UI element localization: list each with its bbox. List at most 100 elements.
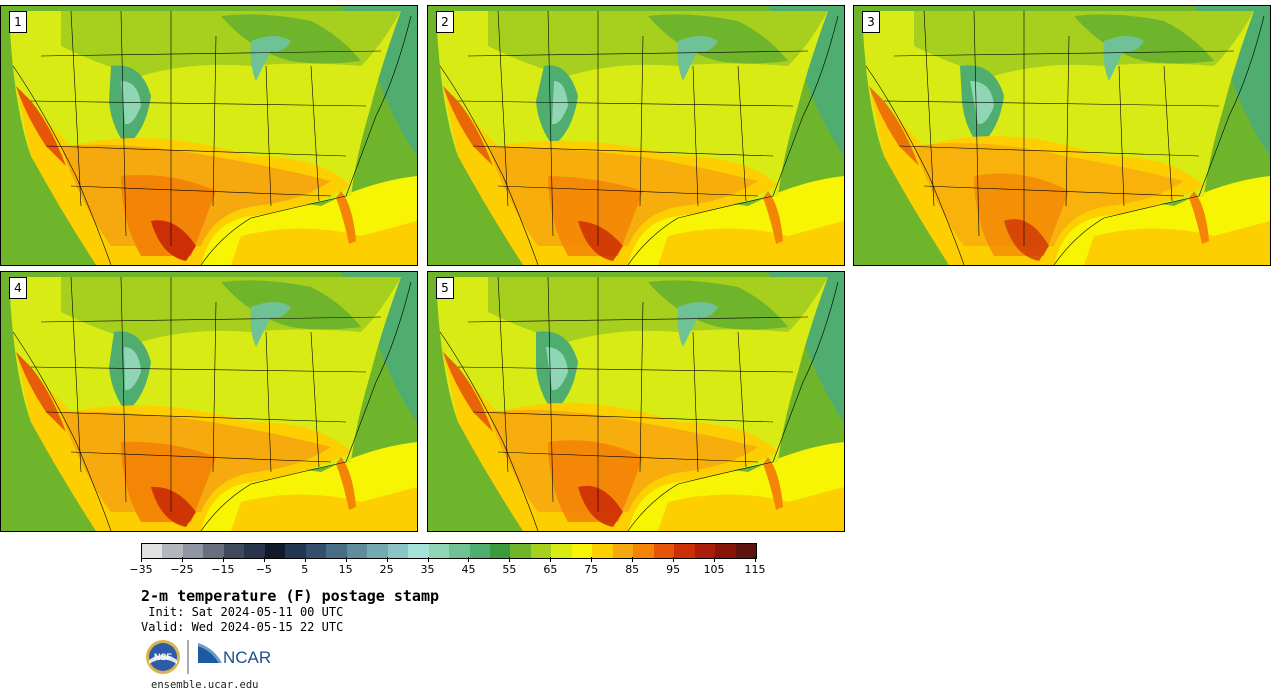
colorbar-segment [182, 544, 204, 558]
boundary-line [200, 15, 412, 265]
boundary-line [1053, 15, 1265, 265]
colorbar-segment [612, 544, 634, 558]
member-panel-2: 2 [427, 5, 845, 266]
boundary-line [70, 451, 332, 463]
great-lakes-cool-region [1074, 14, 1214, 64]
colorbar-segment [551, 544, 572, 558]
great-lakes-icon [250, 302, 291, 347]
panel-number-badge: 4 [9, 277, 27, 299]
colorbar-segment [674, 544, 695, 558]
boundary-line [1118, 65, 1125, 207]
south-texas-hottest-region [578, 221, 623, 261]
logos: NSF NCAR [146, 640, 271, 674]
colorbar-tick-label: 95 [666, 563, 681, 576]
boundary-line [212, 301, 217, 473]
colorbar-segment [223, 544, 245, 558]
colorbar-tick [427, 557, 429, 562]
boundary-line [45, 411, 347, 423]
boundary-line [120, 276, 127, 503]
colorbar-segment [326, 544, 347, 558]
colorbar-segment [367, 544, 388, 558]
colorbar-tick-label: 65 [543, 563, 558, 576]
boundary-line [692, 65, 699, 207]
colorbar-tick-label: 115 [744, 563, 766, 576]
boundary-line [737, 65, 747, 202]
ncar-logo-icon: NCAR [198, 643, 271, 667]
colorbar-segment [264, 544, 286, 558]
texas-hot-region [121, 175, 216, 256]
colorbar-segment [408, 544, 429, 558]
nsf-logo-icon: NSF [146, 640, 180, 674]
boundary-line [692, 331, 699, 473]
boundary-line [30, 366, 367, 373]
boundary-line [893, 50, 1235, 57]
colorbar-tick-label: 105 [703, 563, 725, 576]
boundary-line [12, 65, 112, 265]
texas-hot-region [121, 441, 216, 522]
gulf-warmer-region [658, 487, 844, 531]
texas-hot-region [548, 440, 643, 522]
boundary-line [627, 281, 839, 531]
atlantic-cool-region [1194, 6, 1270, 156]
state-boundaries [12, 10, 412, 265]
florida-region [336, 457, 356, 510]
boundary-line [439, 331, 539, 531]
colorbar-segment [530, 544, 552, 558]
colorbar-tick [468, 557, 470, 562]
colorbar-segment [571, 544, 593, 558]
boundary-line [457, 366, 794, 373]
colorbar-tick [386, 557, 388, 562]
boundary-line [1065, 35, 1070, 207]
panel-number-badge: 3 [862, 11, 880, 33]
colorbar-tick [591, 557, 593, 562]
boundary-line [265, 331, 272, 473]
boundary-line [547, 10, 554, 237]
colorbar-tick [181, 557, 183, 562]
colorbar-tick [222, 557, 224, 562]
boundary-line [40, 50, 382, 57]
boundary-line [467, 50, 809, 57]
colorbar-segment [285, 544, 306, 558]
boundary-line [45, 145, 347, 157]
state-boundaries [439, 10, 839, 265]
member-panel-1: 1 [0, 5, 418, 266]
colorbar-tick-label: 85 [625, 563, 640, 576]
colorbar-segment [428, 544, 450, 558]
boundary-line [467, 316, 809, 323]
colorbar-segment [142, 544, 163, 558]
boundary-line [472, 145, 774, 157]
boundary-line [472, 411, 774, 423]
colorbar-segment [510, 544, 531, 558]
colorbar-segment [244, 544, 265, 558]
colorbar-tick [304, 557, 306, 562]
colorbar-tick [632, 557, 634, 562]
boundary-line [639, 301, 644, 473]
boundary-line [497, 276, 509, 473]
panel-number-badge: 2 [436, 11, 454, 33]
boundary-line [439, 65, 539, 265]
south-texas-hottest-region [1004, 219, 1049, 261]
state-boundaries [439, 276, 839, 531]
boundary-line [212, 35, 217, 207]
ncar-logo-text: NCAR [223, 648, 271, 667]
boundary-line [639, 35, 644, 207]
boundary-line [70, 276, 82, 473]
florida-region [763, 191, 783, 244]
boundary-line [923, 10, 935, 207]
colorbar-tick [509, 557, 511, 562]
colorbar-segment [346, 544, 368, 558]
colorbar-tick-label: 45 [461, 563, 476, 576]
boundary-line [200, 281, 412, 531]
great-lakes-icon [677, 302, 718, 347]
colorbar-segment [387, 544, 409, 558]
colorbar-segment [633, 544, 654, 558]
boundary-line [627, 15, 839, 265]
colorbar-tick-label: 35 [420, 563, 435, 576]
boundary-line [265, 65, 272, 207]
colorbar-segment [305, 544, 327, 558]
great-lakes-cool-region [648, 280, 788, 330]
gulf-warmer-region [231, 221, 417, 265]
great-lakes-cool-region [221, 280, 361, 330]
atlantic-cool-region [768, 272, 844, 422]
gulf-warmer-region [1084, 221, 1270, 265]
